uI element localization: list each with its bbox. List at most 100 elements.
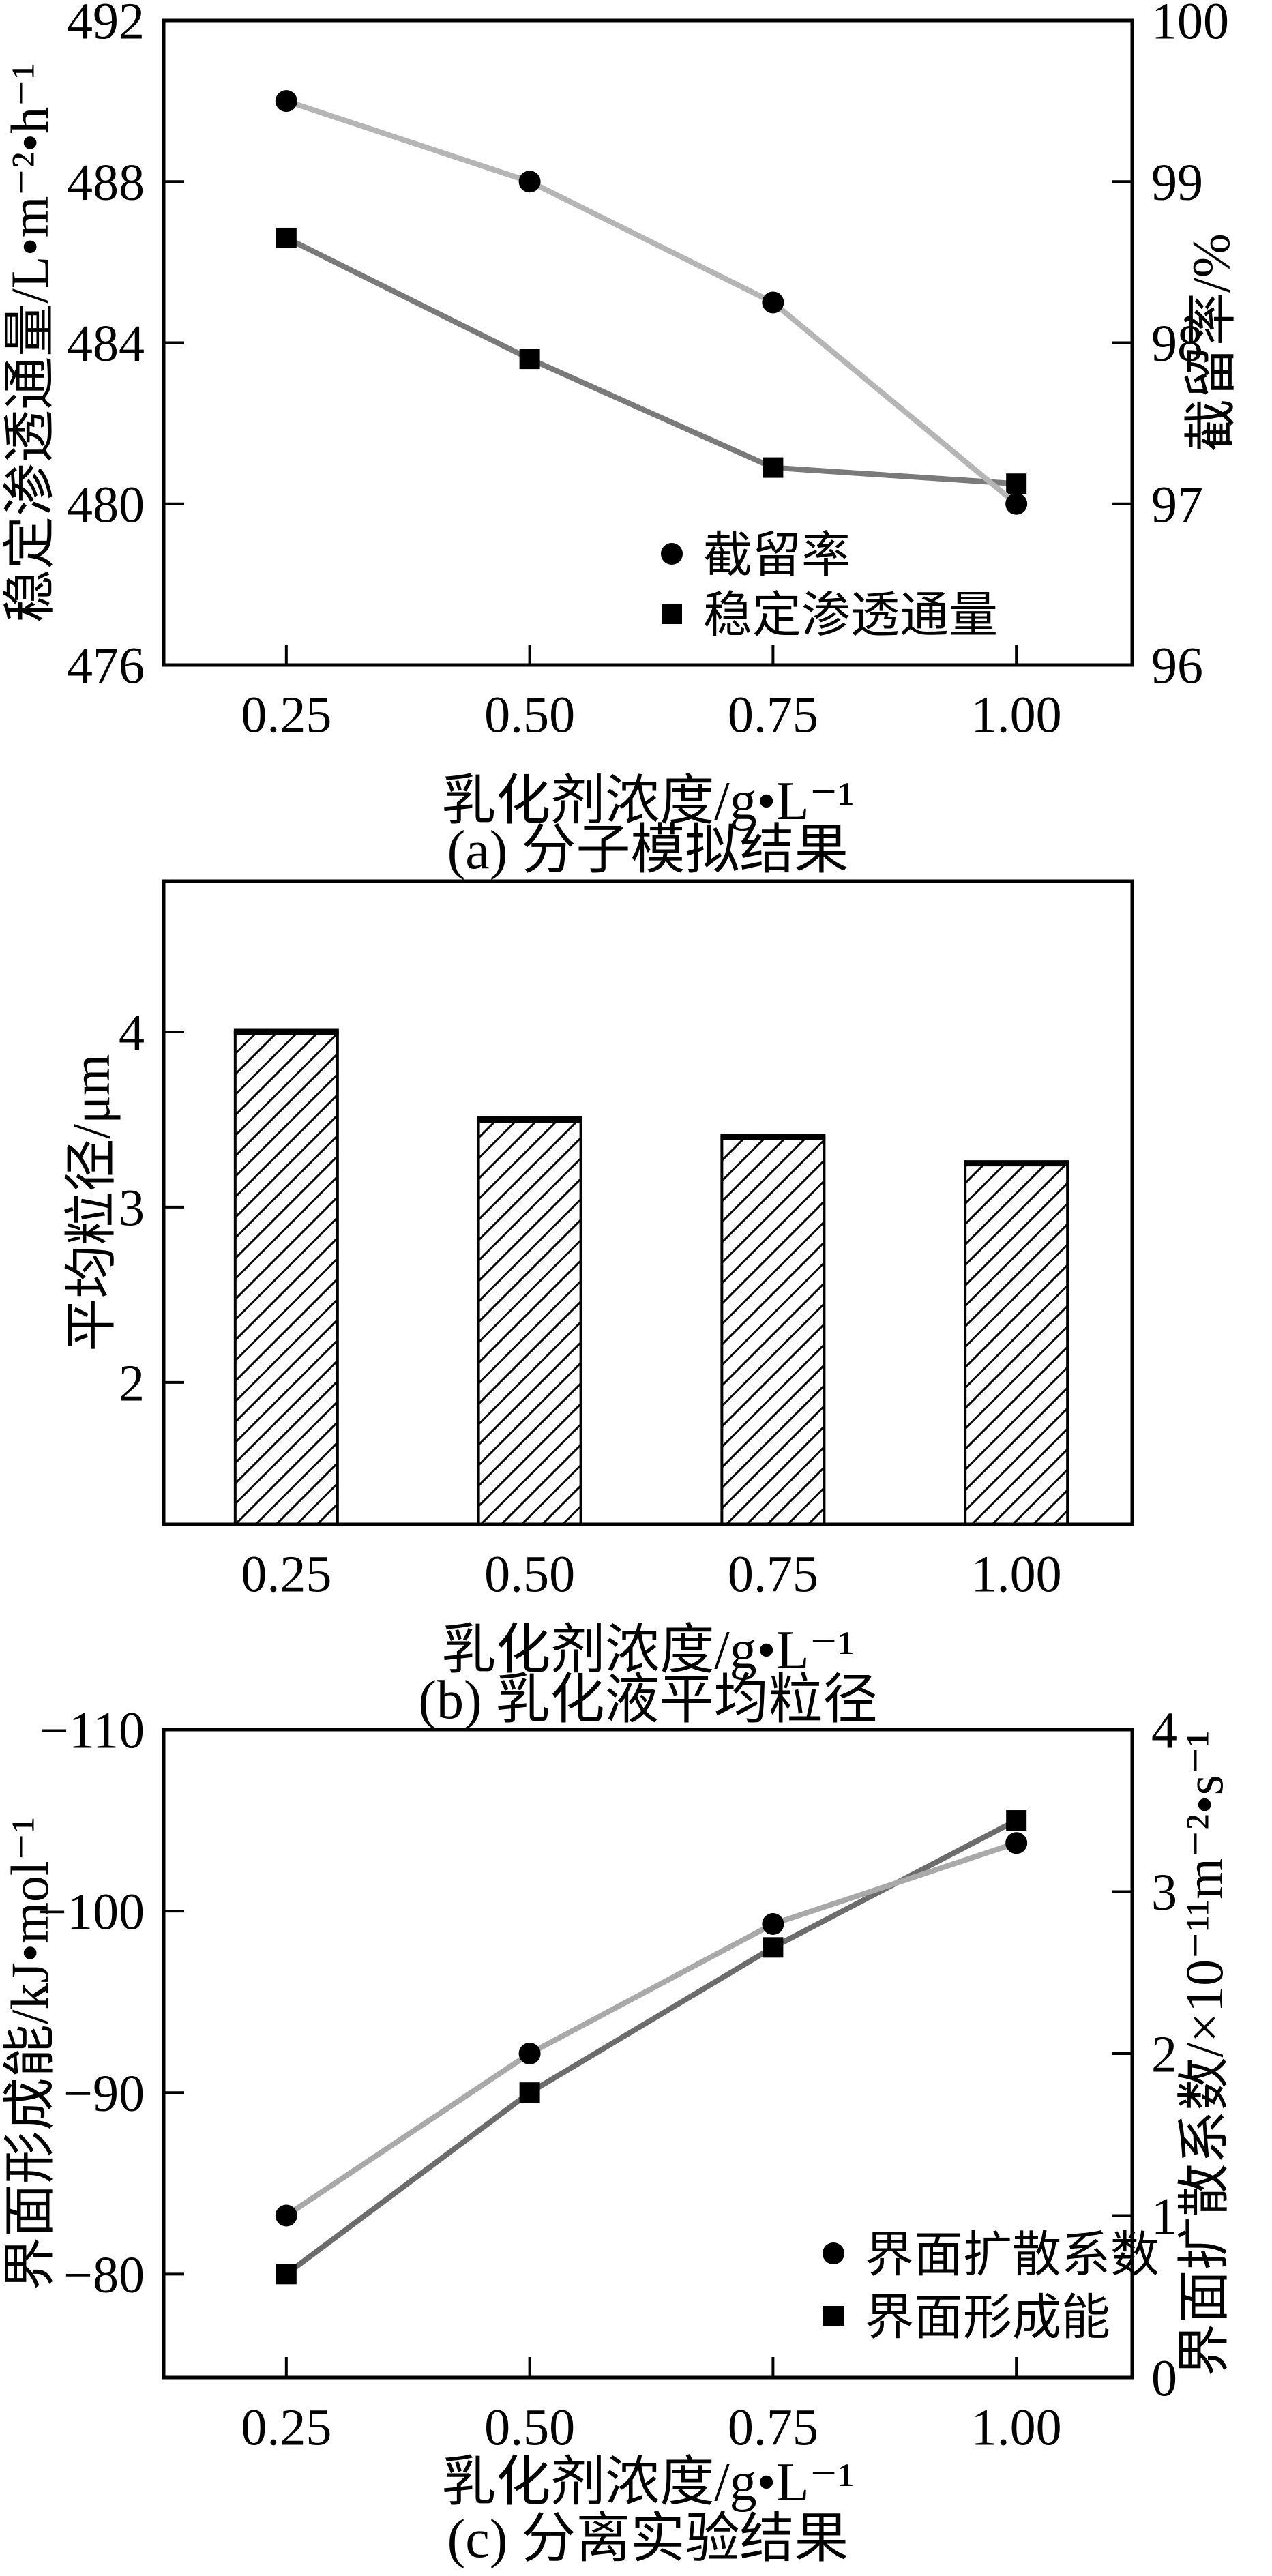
tick-label-x: 1.00 (971, 1546, 1062, 1603)
data-point-square (276, 2264, 297, 2285)
tick-label-left: −110 (40, 1702, 145, 1760)
plot-frame (162, 18, 1134, 667)
tick-label-right: 4 (1151, 1702, 1177, 1760)
tick-label-left: 4 (119, 1005, 145, 1062)
data-point-circle (275, 90, 297, 113)
panel-caption-b: (b) 乳化液平均粒径 (418, 1670, 878, 1730)
tick-label-right: 99 (1151, 154, 1203, 211)
tick-label-right: 97 (1151, 476, 1203, 533)
panel-a-series-1 (275, 90, 1028, 515)
panel-c-series-1 (275, 1832, 1028, 2227)
tick-label-left: 476 (67, 638, 145, 695)
bar (477, 1118, 582, 1526)
legend-marker-square (823, 2306, 844, 2326)
legend-label: 界面形成能 (865, 2291, 1110, 2345)
y-axis-label-left: 平均粒径/μm (61, 1054, 121, 1351)
data-point-square (1006, 1810, 1027, 1831)
series-line (283, 98, 1020, 507)
panel-caption-a: (a) 分子模拟结果 (447, 820, 849, 880)
legend-label: 界面扩散系数 (865, 2228, 1159, 2283)
plot-frame (162, 879, 1134, 1526)
data-point-square (519, 349, 540, 370)
legend-marker-circle (661, 543, 683, 565)
tick-label-x: 0.25 (241, 1546, 331, 1603)
plot-frame (162, 1728, 1134, 2380)
data-point-circle (1005, 492, 1028, 515)
tick-label-left: 2 (119, 1354, 145, 1412)
panel-a-series-0 (276, 227, 1027, 494)
tick-label-x: 0.75 (728, 687, 818, 744)
tick-label-x: 0.75 (728, 2399, 818, 2457)
tick-label-right: 100 (1151, 0, 1229, 50)
legend-label: 截留率 (703, 529, 851, 583)
bar (720, 1136, 826, 1526)
panel-c-series-0 (276, 1810, 1027, 2285)
tick-label-left: 484 (67, 315, 145, 372)
x-axis-label-a: 乳化剂浓度/g•L⁻¹ (441, 771, 855, 831)
tick-label-x: 1.00 (971, 2399, 1062, 2457)
panel-caption-c: (c) 分离实验结果 (447, 2509, 849, 2569)
data-point-circle (1005, 1832, 1028, 1854)
tick-label-right: 98 (1151, 315, 1203, 372)
legend-marker-circle (823, 2242, 844, 2264)
tick-label-left: −100 (38, 1884, 145, 1941)
bar (964, 1161, 1069, 1526)
series-line (283, 235, 1020, 487)
panel-c-x-axis: 0.25 0.50 0.75 1.00 (241, 2357, 1062, 2457)
bar (233, 1030, 339, 1526)
data-point-circle (275, 2204, 297, 2227)
legend-label: 稳定渗透通量 (703, 589, 998, 643)
tick-label-x: 0.25 (241, 2399, 331, 2457)
x-axis-label-c: 乳化剂浓度/g•L⁻¹ (441, 2453, 855, 2513)
tick-label-right: 96 (1151, 638, 1203, 695)
series-line (283, 1818, 1020, 2277)
tick-label-x: 0.50 (484, 1546, 575, 1603)
tick-label-left: 480 (67, 476, 145, 533)
panel-b-series-0 (233, 1028, 1069, 1526)
data-point-square (763, 457, 784, 478)
y-axis-label-right: 界面扩散系数/×10⁻¹¹m⁻²•s⁻¹ (1174, 1730, 1234, 2376)
x-axis-label-b: 乳化剂浓度/g•L⁻¹ (441, 1620, 855, 1681)
tick-label-right: 0 (1151, 2350, 1177, 2408)
data-point-square (519, 2082, 540, 2103)
tick-label-right: 2 (1151, 2026, 1177, 2084)
tick-label-x: 0.50 (484, 687, 575, 744)
panel-a-right-axis: 96 97 98 99 100 截留率/% (1112, 0, 1241, 695)
data-point-square (276, 227, 297, 248)
panel-a-x-axis: 0.25 0.50 0.75 1.00 (241, 645, 1062, 744)
tick-label-left: −80 (63, 2247, 145, 2304)
data-point-square (763, 1937, 784, 1958)
tick-label-left: 492 (67, 0, 145, 50)
tick-label-left: 488 (67, 154, 145, 211)
tick-label-right: 3 (1151, 1864, 1177, 1921)
tick-label-left: −90 (63, 2065, 145, 2122)
data-point-circle (518, 2043, 541, 2064)
panel-b-x-axis: 0.25 0.50 0.75 1.00 (241, 1546, 1061, 1603)
y-axis-label-left: 界面形成能/kJ•mol⁻¹ (0, 1817, 59, 2290)
data-point-square (1006, 473, 1027, 494)
data-point-circle (762, 291, 784, 314)
tick-label-left: 3 (119, 1180, 145, 1237)
y-axis-label-right: 截留率/% (1181, 233, 1241, 452)
tick-label-x: 1.00 (971, 687, 1062, 744)
legend-marker-square (662, 604, 682, 624)
data-point-circle (518, 171, 541, 193)
data-point-circle (762, 1913, 784, 1935)
tick-label-x: 0.75 (728, 1546, 818, 1603)
series-line (283, 1840, 1020, 2219)
tick-label-x: 0.25 (241, 687, 331, 744)
y-axis-label-left: 稳定渗透通量/L•m⁻²•h⁻¹ (0, 63, 59, 623)
tick-label-x: 0.50 (484, 2399, 575, 2457)
tick-label-right: 1 (1151, 2188, 1177, 2245)
